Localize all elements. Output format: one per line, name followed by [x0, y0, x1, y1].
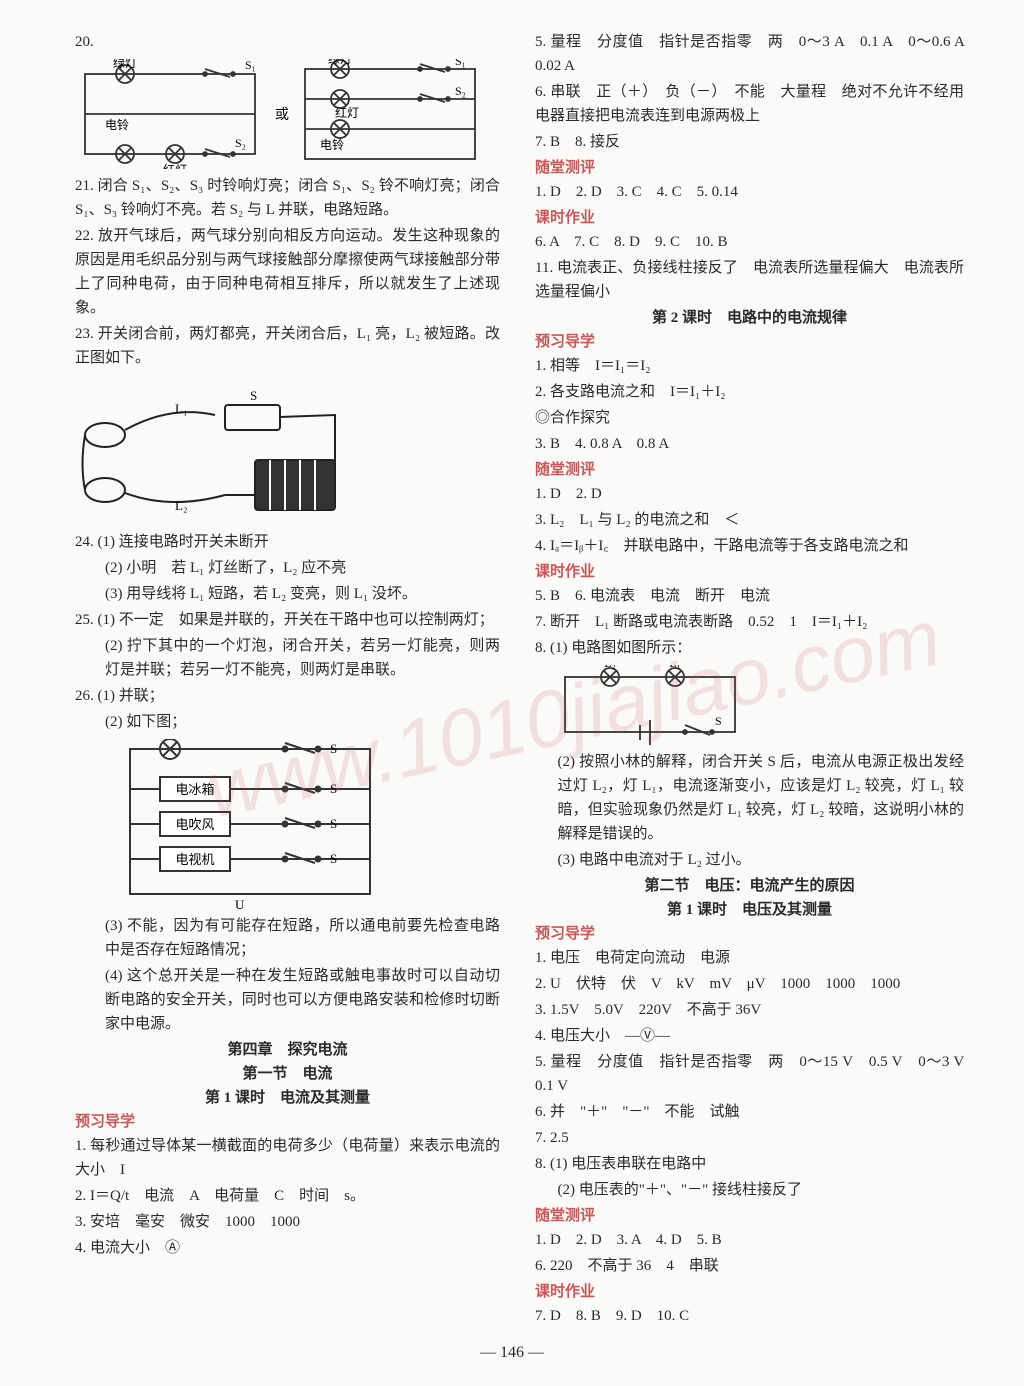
- test3: 随堂测评: [535, 1204, 964, 1228]
- ch4-title: 第四章 探究电流: [75, 1038, 500, 1062]
- hw1: 6. A 7. C 8. D 9. C 10. B: [535, 230, 964, 254]
- svg-text:S: S: [330, 741, 337, 756]
- svg-text:S₁: S₁: [245, 59, 256, 72]
- circuit-diagram-23: L₁ L₂ S: [75, 375, 375, 525]
- svg-text:电冰箱: 电冰箱: [175, 782, 214, 797]
- q26-3: (3) 不能，因为有可能存在短路，所以通电前要先检查电路中是否存在短路情况；: [75, 914, 500, 962]
- q26-2: (2) 如下图；: [75, 710, 500, 734]
- q24-3: (3) 用导线将 L₁ 短路，若 L₂ 变亮，则 L₁ 没坏。: [75, 582, 500, 606]
- circuit-diagram-8: L₂ L₁ S: [555, 665, 755, 745]
- q26-4: (4) 这个总开关是一种在发生短路或触电事故时可以自动切断电路的安全开关，同时也…: [75, 964, 500, 1036]
- hw3-7: 7. D 8. B 9. D 10. C: [535, 1304, 964, 1328]
- k2-title: 第 2 课时 电路中的电流规律: [535, 306, 964, 330]
- p3-8a: 8. (1) 电压表串联在电路中: [535, 1152, 964, 1176]
- svg-text:红灯: 红灯: [335, 105, 359, 120]
- p3-3: 3. 1.5V 5.0V 220V 不高于 36V: [535, 998, 964, 1022]
- page-content: 20. 绿灯 S₁ 电铃 红灯 S₂ 或: [75, 30, 964, 1330]
- hw2-7: 7. 断开 L₁ 断路或电流表断路 0.52 1 I＝I₁＋I₂: [535, 610, 964, 634]
- svg-text:电吹风: 电吹风: [175, 817, 214, 832]
- svg-text:电铃: 电铃: [105, 117, 129, 132]
- hw2-title: 课时作业: [535, 560, 964, 584]
- p3-8b: (2) 电压表的"＋"、"－" 接线柱接反了: [535, 1178, 964, 1202]
- hw-title: 课时作业: [535, 206, 964, 230]
- hw3-title: 课时作业: [535, 1280, 964, 1304]
- svg-text:S₂: S₂: [455, 84, 466, 98]
- svg-text:L₂: L₂: [604, 665, 616, 670]
- hw2-5: 5. B 6. 电流表 电流 断开 电流: [535, 584, 964, 608]
- q23a: 23. 开关闭合前，两灯都亮，开关闭合后，L₁ 亮，L₂ 被短路。改正图如下。: [75, 322, 500, 370]
- q24-1: 24. (1) 连接电路时开关未断开: [75, 530, 500, 554]
- svg-text:绿灯: 绿灯: [113, 59, 137, 70]
- t2-4: 4. Iₐ＝Iᵦ＋I꜀ 并联电路中，干路电流等于各支路电流之和: [535, 534, 964, 558]
- p2-1: 1. 相等 I＝I₁＝I₂: [535, 354, 964, 378]
- p3-1: 1. 电压 电荷定向流动 电源: [535, 946, 964, 970]
- test-title: 随堂测评: [535, 156, 964, 180]
- circuit-diagram-26: 电冰箱 电吹风 电视机 S S S S U: [115, 739, 395, 909]
- svg-text:S: S: [715, 714, 722, 728]
- k3-title: 第 1 课时 电压及其测量: [535, 898, 964, 922]
- svg-text:S₂: S₂: [235, 136, 246, 150]
- hw2-8: 8. (1) 电路图如图所示：: [535, 636, 964, 660]
- page-number: — 146 —: [0, 1340, 1024, 1366]
- svg-text:L₂: L₂: [175, 498, 187, 513]
- svg-text:红灯: 红灯: [163, 162, 187, 169]
- svg-text:S₁: S₁: [455, 59, 466, 68]
- left-column: 20. 绿灯 S₁ 电铃 红灯 S₂ 或: [75, 30, 500, 1330]
- p2-2: 2. 各支路电流之和 I＝I₁＋I₂: [535, 380, 964, 404]
- p3-7: 7. 2.5: [535, 1126, 964, 1150]
- svg-text:S: S: [250, 388, 257, 403]
- svg-text:或: 或: [275, 107, 289, 123]
- p1-2: 2. I＝Q/t 电流 A 电荷量 C 时间 s。: [75, 1184, 500, 1208]
- preview3: 预习导学: [535, 922, 964, 946]
- p1-1: 1. 每秒通过导体某一横截面的电荷多少（电荷量）来表示电流的大小 I: [75, 1134, 500, 1182]
- s1-title: 第一节 电流: [75, 1062, 500, 1086]
- t2-3: 3. L₂ L₁ 与 L₂ 的电流之和 ＜: [535, 508, 964, 532]
- right-column: 5. 量程 分度值 指针是否指零 两 0～3 A 0.1 A 0～0.6 A 0…: [535, 30, 964, 1330]
- t3-6: 6. 220 不高于 36 4 串联: [535, 1254, 964, 1278]
- q26-1: 26. (1) 并联；: [75, 684, 500, 708]
- svg-text:电视机: 电视机: [175, 852, 214, 867]
- svg-text:S: S: [330, 851, 337, 866]
- svg-text:S: S: [330, 816, 337, 831]
- test2: 随堂测评: [535, 458, 964, 482]
- q25-1: 25. (1) 不一定 如果是并联的，开关在干路中也可以控制两灯；: [75, 608, 500, 632]
- p2-3: 3. B 4. 0.8 A 0.8 A: [535, 432, 964, 456]
- p3-5: 5. 量程 分度值 指针是否指零 两 0～15 V 0.5 V 0～3 V 0.…: [535, 1050, 964, 1098]
- t3-1: 1. D 2. D 3. A 4. D 5. B: [535, 1228, 964, 1252]
- p3-6: 6. 并 "＋" "－" 不能 试触: [535, 1100, 964, 1124]
- p1-5: 5. 量程 分度值 指针是否指零 两 0～3 A 0.1 A 0～0.6 A 0…: [535, 30, 964, 78]
- svg-text:L₁: L₁: [175, 401, 187, 416]
- coop: ◎合作探究: [535, 406, 964, 430]
- q25-2: (2) 拧下其中的一个灯泡，闭合开关，若另一灯能亮，则两灯是并联；若另一灯不能亮…: [75, 634, 500, 682]
- k1-title: 第 1 课时 电流及其测量: [75, 1086, 500, 1110]
- p1-3: 3. 安培 毫安 微安 1000 1000: [75, 1210, 500, 1234]
- hw2-8b: (2) 按照小林的解释，闭合开关 S 后，电流从电源正极出发经过灯 L₂，灯 L…: [535, 750, 964, 846]
- p1-7: 7. B 8. 接反: [535, 130, 964, 154]
- t1: 1. D 2. D 3. C 4. C 5. 0.14: [535, 180, 964, 204]
- hw2: 11. 电流表正、负接线柱接反了 电流表所选量程偏大 电流表所选量程偏小: [535, 256, 964, 304]
- q24-2: (2) 小明 若 L₁ 灯丝断了，L₂ 应不亮: [75, 556, 500, 580]
- preview-title: 预习导学: [75, 1110, 500, 1134]
- s2-title: 第二节 电压：电流产生的原因: [535, 874, 964, 898]
- p3-4: 4. 电压大小 —Ⓥ—: [535, 1024, 964, 1048]
- hw2-8c: (3) 电路中电流对于 L₂ 过小。: [535, 848, 964, 872]
- circuit-diagram-20: 绿灯 S₁ 电铃 红灯 S₂ 或 绿灯 S₁ 红灯 S₂ 电铃: [75, 59, 485, 169]
- svg-text:L₁: L₁: [669, 665, 681, 670]
- svg-text:电铃: 电铃: [320, 137, 344, 152]
- t2-1: 1. D 2. D: [535, 482, 964, 506]
- svg-text:U: U: [235, 897, 245, 909]
- q20-num: 20.: [75, 30, 500, 54]
- p1-4: 4. 电流大小 Ⓐ: [75, 1236, 500, 1260]
- p1-6: 6. 串联 正（＋） 负（－） 不能 大量程 绝对不允许不经用电器直接把电流表连…: [535, 80, 964, 128]
- p3-2: 2. U 伏特 伏 V kV mV μV 1000 1000 1000: [535, 972, 964, 996]
- q21: 21. 闭合 S₁、S₂、S₃ 时铃响灯亮；闭合 S₁、S₂ 铃不响灯亮；闭合 …: [75, 174, 500, 222]
- svg-text:S: S: [330, 781, 337, 796]
- q22: 22. 放开气球后，两气球分别向相反方向运动。发生这种现象的原因是用毛织品分别与…: [75, 224, 500, 320]
- preview2: 预习导学: [535, 330, 964, 354]
- svg-text:绿灯: 绿灯: [328, 59, 352, 66]
